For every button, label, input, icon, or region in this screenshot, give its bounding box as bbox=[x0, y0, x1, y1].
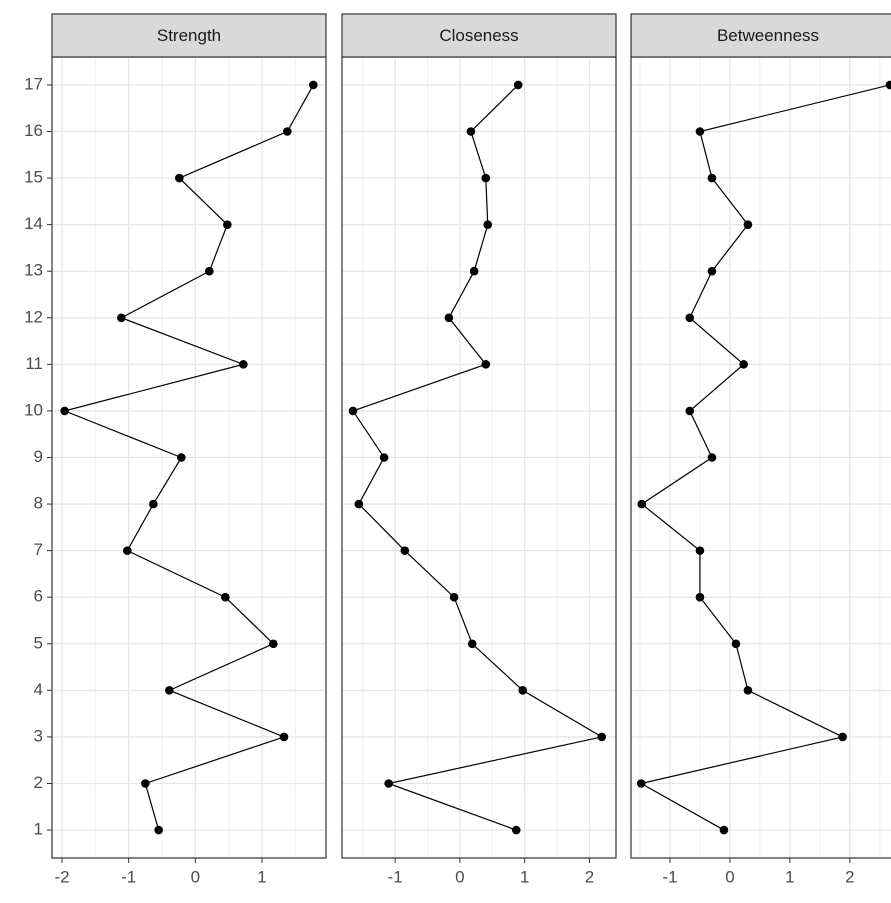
x-tick-label: 0 bbox=[191, 867, 200, 886]
point bbox=[743, 686, 753, 695]
y-tick-label: 8 bbox=[34, 494, 43, 513]
point bbox=[695, 127, 705, 136]
point bbox=[466, 127, 476, 136]
point bbox=[481, 360, 491, 369]
point bbox=[743, 220, 753, 229]
y-tick-label: 17 bbox=[24, 74, 43, 93]
y-tick-label: 6 bbox=[34, 587, 43, 606]
y-tick-label: 3 bbox=[34, 726, 43, 745]
y-tick-label: 4 bbox=[34, 680, 43, 699]
strip-title: Closeness bbox=[439, 26, 518, 45]
point bbox=[444, 313, 454, 323]
point bbox=[141, 779, 150, 788]
point bbox=[707, 173, 717, 183]
x-tick-label: 2 bbox=[845, 867, 854, 886]
point bbox=[885, 80, 891, 90]
strip-title: Betweenness bbox=[717, 26, 819, 45]
x-tick-label: -1 bbox=[662, 867, 677, 886]
point bbox=[309, 80, 318, 90]
y-tick-label: 5 bbox=[34, 633, 43, 652]
y-tick-label: 7 bbox=[34, 540, 43, 559]
strip bbox=[341, 13, 617, 58]
point bbox=[685, 406, 695, 416]
point bbox=[269, 639, 278, 649]
x-tick-label: 0 bbox=[455, 867, 464, 886]
panel: -1 0 1 2 Betweenness bbox=[630, 13, 891, 886]
point bbox=[149, 499, 158, 509]
point bbox=[483, 220, 493, 229]
point bbox=[731, 639, 741, 649]
panel: -1 0 1 2 Closeness bbox=[341, 13, 617, 886]
y-tick-label: 1 bbox=[34, 820, 43, 839]
point bbox=[469, 266, 479, 276]
point bbox=[695, 546, 705, 555]
point bbox=[739, 360, 749, 369]
point bbox=[707, 453, 717, 462]
point bbox=[636, 779, 646, 788]
x-tick-label: -1 bbox=[388, 867, 403, 886]
y-tick-label: 15 bbox=[24, 168, 43, 187]
y-tick-label: 11 bbox=[25, 354, 43, 373]
point bbox=[154, 825, 163, 835]
point bbox=[695, 592, 705, 602]
point bbox=[481, 173, 491, 183]
point bbox=[513, 80, 523, 90]
y-tick-label: 2 bbox=[34, 773, 43, 792]
strip-title: Strength bbox=[157, 26, 221, 45]
point bbox=[354, 499, 364, 509]
point bbox=[685, 313, 695, 323]
x-tick-label: 2 bbox=[585, 867, 594, 886]
point bbox=[707, 266, 717, 276]
point bbox=[449, 592, 459, 602]
point bbox=[123, 546, 132, 555]
y-tick-label: 9 bbox=[34, 447, 43, 466]
y-tick-label: 12 bbox=[24, 307, 43, 326]
point bbox=[60, 406, 69, 416]
point bbox=[719, 825, 729, 835]
point bbox=[175, 173, 184, 183]
y-tick-label: 16 bbox=[24, 121, 43, 140]
point bbox=[379, 453, 389, 462]
y-tick-label: 14 bbox=[24, 214, 43, 233]
point bbox=[637, 499, 647, 509]
strip bbox=[51, 13, 327, 58]
x-tick-label: 1 bbox=[785, 867, 794, 886]
point bbox=[279, 732, 289, 742]
x-tick-label: 0 bbox=[725, 867, 734, 886]
point bbox=[283, 127, 292, 136]
x-tick-label: -1 bbox=[121, 867, 136, 886]
x-tick-label: 1 bbox=[520, 867, 529, 886]
point bbox=[177, 453, 186, 462]
point bbox=[239, 360, 248, 369]
strip bbox=[630, 13, 891, 58]
point bbox=[400, 546, 410, 555]
point bbox=[467, 639, 477, 649]
point bbox=[223, 220, 232, 229]
x-tick-label: -2 bbox=[54, 867, 69, 886]
y-tick-label: 13 bbox=[24, 261, 43, 280]
point bbox=[117, 313, 126, 323]
x-tick-label: 1 bbox=[257, 867, 266, 886]
point bbox=[597, 732, 607, 742]
point bbox=[838, 732, 847, 742]
y-tick-label: 10 bbox=[24, 400, 43, 419]
point bbox=[518, 686, 528, 695]
point bbox=[384, 779, 393, 788]
point bbox=[348, 406, 358, 416]
point bbox=[221, 592, 230, 602]
point bbox=[205, 266, 214, 276]
point bbox=[511, 825, 521, 835]
point bbox=[165, 686, 174, 695]
